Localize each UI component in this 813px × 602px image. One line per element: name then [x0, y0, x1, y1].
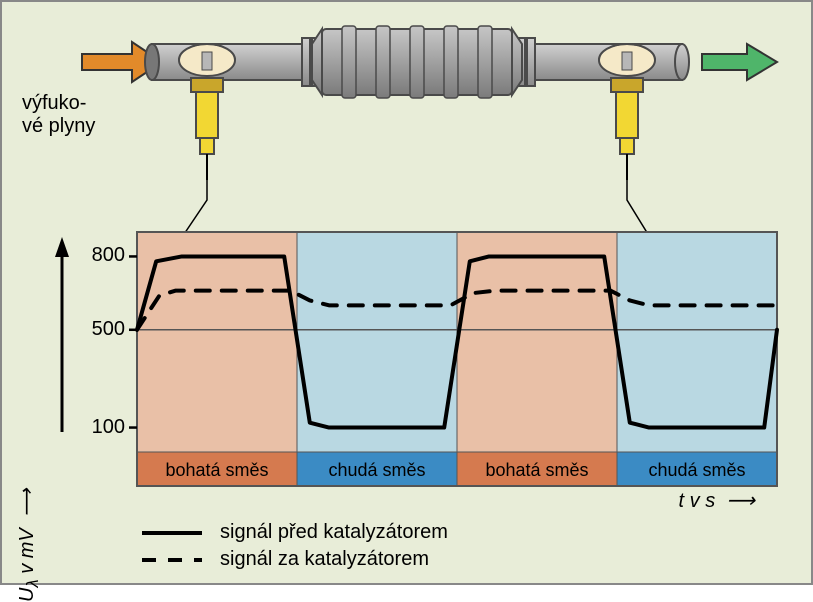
t-axis-text: t v s — [679, 490, 716, 512]
catalyst-diagram: výfuko- vé plyny — [2, 2, 813, 222]
mixture-label: bohatá směs — [137, 456, 297, 485]
legend: signál před katalyzátorem signál za kata… — [142, 521, 448, 575]
outlet-arrow-icon — [702, 44, 777, 80]
legend-row-after: signál za katalyzátorem — [142, 548, 448, 571]
legend-swatch-solid — [142, 531, 202, 535]
legend-before-label: signál před katalyzátorem — [220, 521, 448, 544]
mixture-labels-row: bohatá směschudá směsbohatá směschudá sm… — [137, 456, 777, 485]
y-tick-label: 100 — [75, 416, 125, 439]
legend-row-before: signál před katalyzátorem — [142, 521, 448, 544]
y-tick-label: 500 — [75, 318, 125, 341]
y-tick-label: 800 — [75, 244, 125, 267]
t-axis-arrow: ⟶ — [721, 490, 755, 512]
mixture-label: bohatá směs — [457, 456, 617, 485]
legend-swatch-dash — [142, 558, 202, 562]
t-axis-label: t v s ⟶ — [679, 488, 755, 513]
mixture-label: chudá směs — [297, 456, 457, 485]
exhaust-gases-label: výfuko- vé plyny — [22, 92, 95, 138]
figure-frame: výfuko- vé plyny 100500800 Uλ v mV ⟶ boh… — [0, 0, 813, 585]
mixture-label: chudá směs — [617, 456, 777, 485]
signal-chart: 100500800 Uλ v mV ⟶ bohatá směschudá smě… — [2, 222, 813, 587]
legend-after-label: signál za katalyzátorem — [220, 548, 429, 571]
exhaust-line2: vé plyny — [22, 115, 95, 137]
y-axis-arrow: ⟶ — [16, 488, 38, 522]
y-axis-text: Uλ v mV — [16, 528, 38, 602]
exhaust-line1: výfuko- — [22, 92, 86, 114]
